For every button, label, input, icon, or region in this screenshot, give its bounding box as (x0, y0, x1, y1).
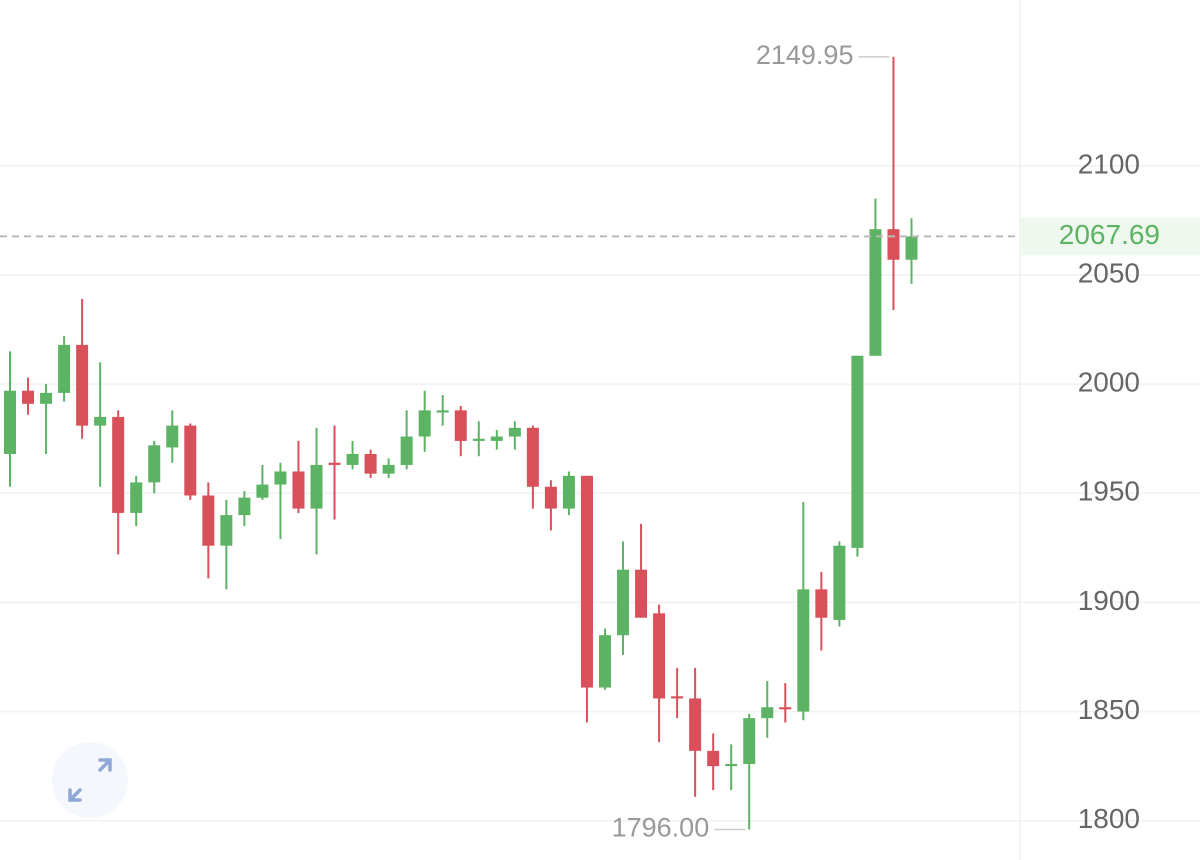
y-tick-label: 2100 (1078, 148, 1140, 179)
y-tick-label: 1950 (1078, 476, 1140, 507)
candle-body (779, 707, 792, 710)
candle-body (274, 471, 287, 485)
candle-body (256, 484, 269, 498)
candle-body (526, 427, 539, 487)
candle-body (653, 613, 666, 699)
candle-body (184, 425, 197, 496)
candle-body (598, 635, 611, 688)
y-tick-label: 1850 (1078, 694, 1140, 725)
candle-body (40, 392, 53, 404)
candle-body (544, 486, 557, 509)
candle-body (743, 718, 756, 764)
candle-body (310, 464, 323, 509)
y-tick-label: 1900 (1078, 585, 1140, 616)
y-tick-label: 2000 (1078, 367, 1140, 398)
candle-body (617, 569, 630, 636)
candle-body (490, 436, 503, 441)
candle-body (22, 390, 35, 404)
last-price-label: 2067.69 (1059, 219, 1160, 250)
candle-body (292, 471, 305, 509)
candle-body (202, 495, 215, 546)
candle-body (238, 497, 251, 516)
candle-body (508, 427, 521, 437)
candle-body (400, 436, 413, 465)
candle-body (76, 344, 89, 426)
y-tick-label: 1800 (1078, 803, 1140, 834)
candle-body (112, 416, 125, 513)
candle-body (454, 410, 467, 441)
candle-body (418, 410, 431, 437)
candle-body (94, 416, 107, 426)
candle-body (166, 425, 179, 448)
candle-body (887, 229, 900, 260)
candle-body (905, 236, 918, 260)
candle-body (328, 462, 341, 465)
annotation-label: 2149.95 (756, 40, 854, 70)
candle-body (797, 589, 810, 712)
candle-body (472, 438, 485, 441)
candle-body (761, 707, 774, 719)
expand-button[interactable] (52, 742, 128, 818)
candle-body (130, 482, 143, 513)
candle-body (833, 545, 846, 620)
candle-body (580, 475, 593, 688)
candle-body (869, 229, 882, 356)
candle-body (436, 410, 449, 413)
candle-body (220, 515, 233, 546)
candle-body (148, 445, 161, 483)
candle-body (689, 698, 702, 751)
last-price-bg (1020, 217, 1200, 256)
candle-body (707, 750, 720, 767)
candle-body (4, 390, 16, 455)
candle-body (58, 344, 71, 393)
candle-body (562, 475, 575, 509)
y-tick-label: 2050 (1078, 257, 1140, 288)
candle-body (635, 569, 648, 618)
candle-body (382, 464, 395, 474)
annotation-label: 1796.00 (612, 813, 710, 843)
candle-body (851, 355, 864, 548)
candle-body (671, 696, 684, 699)
candle-body (346, 454, 359, 465)
candle-body (815, 589, 828, 618)
candle-body (725, 763, 738, 767)
candle-body (364, 454, 377, 474)
